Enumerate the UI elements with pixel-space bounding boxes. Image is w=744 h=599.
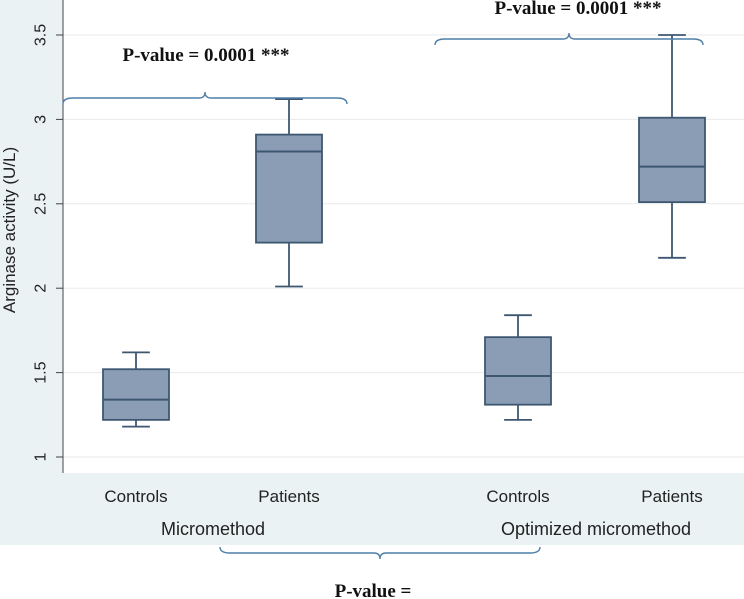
y-tick-label: 1.5 (33, 361, 50, 383)
box-iqr (102, 368, 170, 421)
y-tick-label: 2 (33, 284, 50, 293)
category-labels: Controls Patients Controls Patients (104, 487, 702, 506)
p-value-label: P-value = 0.0001 *** (122, 45, 289, 66)
y-tick-label: 3.5 (33, 24, 50, 46)
gridlines (63, 34, 744, 458)
group-labels: Micromethod Optimized micromethod (161, 519, 691, 539)
y-axis-ticks: 1 1.5 2 2.5 3 3.5 (33, 24, 63, 461)
significance-bracket (219, 546, 541, 560)
box-plots (102, 34, 706, 428)
y-axis-label: Arginase activity (U/L) (0, 147, 19, 313)
significance-bracket (62, 91, 348, 105)
category-label: Patients (641, 487, 702, 506)
category-label: Patients (258, 487, 319, 506)
category-label: Controls (104, 487, 167, 506)
p-value-labels: P-value = 0.0001 *** P-value = 0.0001 ***… (122, 0, 661, 599)
page-bottom (0, 545, 744, 599)
category-label: Controls (486, 487, 549, 506)
y-tick-label: 3 (33, 115, 50, 124)
plot-area (63, 0, 744, 473)
group-label: Micromethod (161, 519, 265, 539)
p-value-label: P-value = 0.0001 *** (494, 0, 661, 19)
y-tick-label: 2.5 (33, 193, 50, 215)
box-iqr (638, 116, 706, 204)
significance-brackets (62, 32, 704, 560)
box-iqr (484, 336, 552, 406)
p-value-label: P-value = (335, 581, 412, 599)
y-tick-label: 1 (33, 452, 50, 461)
group-label: Optimized micromethod (501, 519, 691, 539)
significance-bracket (434, 32, 704, 46)
box-iqr (255, 133, 323, 244)
